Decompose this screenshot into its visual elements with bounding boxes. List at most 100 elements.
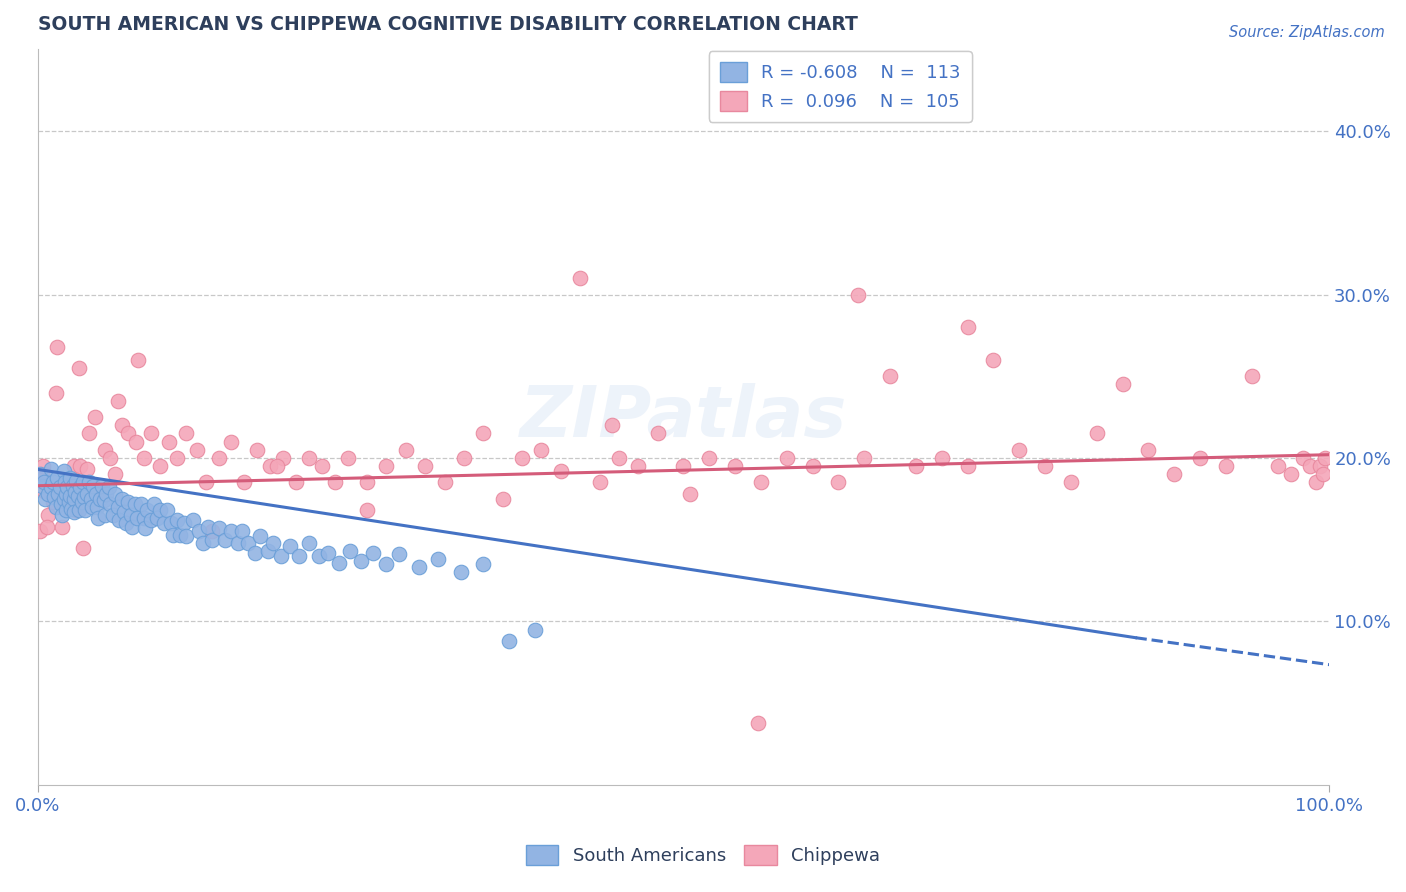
Point <box>214 533 236 547</box>
Point <box>266 459 288 474</box>
Point <box>65 474 87 488</box>
Point <box>132 511 155 525</box>
Point <box>63 459 86 474</box>
Point <box>32 475 55 490</box>
Point <box>1137 442 1160 457</box>
Point <box>46 340 69 354</box>
Point <box>76 462 98 476</box>
Point <box>904 459 927 474</box>
Point <box>724 459 747 474</box>
Point <box>328 556 350 570</box>
Point <box>79 475 101 490</box>
Point <box>363 546 385 560</box>
Point <box>226 536 249 550</box>
Point <box>1279 467 1302 482</box>
Point <box>39 480 62 494</box>
Point <box>32 483 55 498</box>
Point <box>853 450 876 465</box>
Point <box>278 539 301 553</box>
Point <box>243 546 266 560</box>
Point <box>34 491 56 506</box>
Point <box>89 483 111 498</box>
Point <box>141 426 163 441</box>
Point <box>1085 426 1108 441</box>
Point <box>55 487 77 501</box>
Point <box>1309 459 1331 474</box>
Point <box>174 426 197 441</box>
Point <box>136 503 159 517</box>
Point <box>107 393 129 408</box>
Point <box>55 503 77 517</box>
Point <box>55 475 77 490</box>
Point <box>35 519 58 533</box>
Point <box>173 516 195 531</box>
Point <box>94 487 117 501</box>
Point <box>42 495 65 509</box>
Point <box>72 475 94 490</box>
Point <box>127 352 149 367</box>
Point <box>79 426 101 441</box>
Point <box>162 527 184 541</box>
Point <box>58 495 80 509</box>
Point <box>66 489 89 503</box>
Point <box>45 500 67 514</box>
Point <box>94 442 117 457</box>
Point <box>453 450 475 465</box>
Point <box>111 418 134 433</box>
Point <box>194 475 217 490</box>
Point <box>550 464 572 478</box>
Point <box>108 513 131 527</box>
Point <box>588 475 610 490</box>
Point <box>311 459 333 474</box>
Point <box>1111 377 1133 392</box>
Point <box>181 513 204 527</box>
Point <box>270 549 292 563</box>
Point <box>107 500 129 514</box>
Point <box>298 450 321 465</box>
Point <box>983 352 1005 367</box>
Point <box>159 434 181 449</box>
Point <box>39 480 62 494</box>
Point <box>114 516 136 531</box>
Point <box>166 450 188 465</box>
Point <box>59 470 82 484</box>
Point <box>259 459 281 474</box>
Point <box>149 503 172 517</box>
Point <box>104 467 127 482</box>
Point <box>186 442 208 457</box>
Point <box>249 529 271 543</box>
Point <box>91 479 114 493</box>
Point <box>169 527 191 541</box>
Point <box>408 560 430 574</box>
Point <box>117 426 139 441</box>
Point <box>1060 475 1083 490</box>
Point <box>256 544 278 558</box>
Point <box>492 491 515 506</box>
Point <box>52 491 75 506</box>
Point <box>1163 467 1185 482</box>
Point <box>1240 369 1263 384</box>
Point <box>75 503 97 517</box>
Point <box>188 524 211 539</box>
Point <box>427 552 450 566</box>
Point <box>749 475 772 490</box>
Point <box>49 497 72 511</box>
Point <box>221 434 243 449</box>
Point <box>472 557 495 571</box>
Point <box>112 505 135 519</box>
Point <box>388 547 411 561</box>
Point <box>42 475 65 490</box>
Point <box>530 442 553 457</box>
Point <box>127 511 149 525</box>
Point <box>827 475 849 490</box>
Point <box>607 450 630 465</box>
Point <box>233 475 256 490</box>
Point <box>523 623 546 637</box>
Point <box>117 495 139 509</box>
Point <box>69 480 91 494</box>
Point <box>647 426 669 441</box>
Point <box>931 450 953 465</box>
Point <box>395 442 418 457</box>
Point <box>94 508 117 523</box>
Point <box>121 519 143 533</box>
